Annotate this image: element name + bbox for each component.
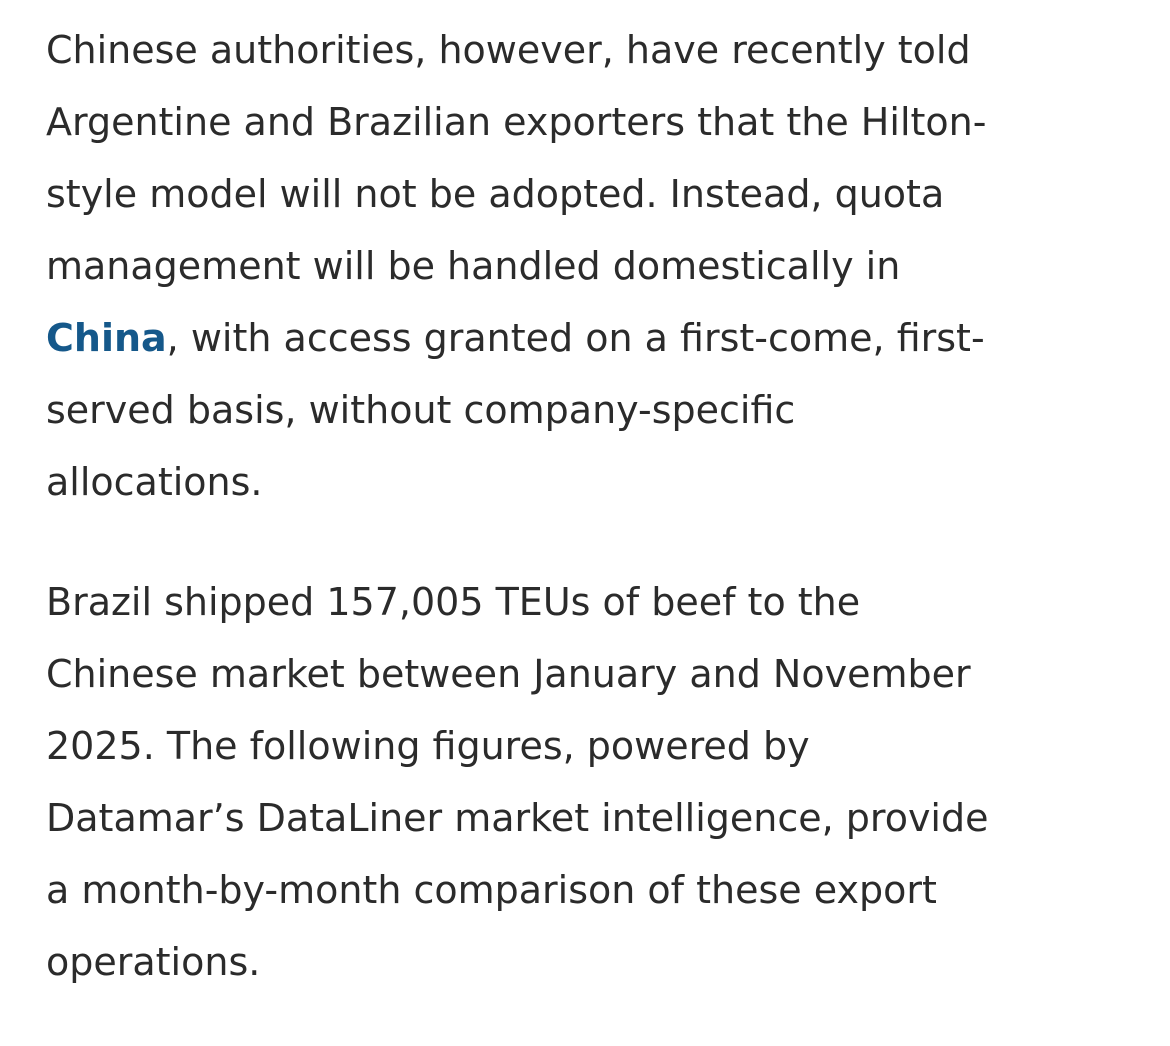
- paragraph-quota: Chinese authorities, however, have recen…: [46, 14, 1146, 518]
- text-line: served basis, without company-specific: [46, 388, 796, 432]
- text-line: Chinese market between January and Novem…: [46, 652, 971, 696]
- text-line: Brazil shipped 157,005 TEUs of beef to t…: [46, 580, 861, 624]
- china-link[interactable]: China: [46, 316, 167, 360]
- text-line: management will be handled domestically …: [46, 244, 901, 288]
- text-line: China, with access granted on a first-co…: [46, 302, 1146, 374]
- text-line: Chinese authorities, however, have recen…: [46, 28, 971, 72]
- text-line: allocations.: [46, 460, 263, 504]
- text-line: Datamar’s DataLiner market intelligence,…: [46, 796, 989, 840]
- paragraph-shipments: Brazil shipped 157,005 TEUs of beef to t…: [46, 566, 1146, 998]
- text-line: a month-by-month comparison of these exp…: [46, 868, 937, 912]
- text-line: style model will not be adopted. Instead…: [46, 172, 945, 216]
- text-line: Argentine and Brazilian exporters that t…: [46, 100, 987, 144]
- text-line: 2025. The following figures, powered by: [46, 724, 810, 768]
- article-body: Chinese authorities, however, have recen…: [46, 14, 1146, 1046]
- text-fragment: , with access granted on a first-come, f…: [166, 316, 985, 360]
- text-line: operations.: [46, 940, 261, 984]
